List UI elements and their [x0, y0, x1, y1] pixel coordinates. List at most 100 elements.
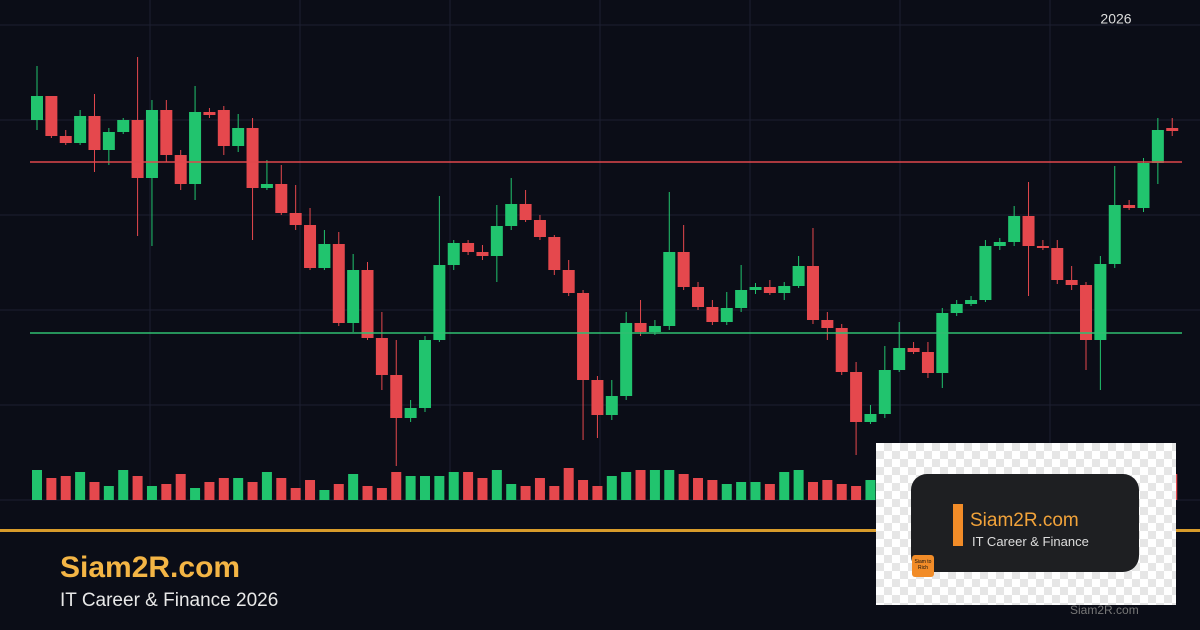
candle-body	[418, 340, 431, 408]
candle-body	[1008, 216, 1021, 242]
candle-body	[1036, 246, 1049, 248]
volume-bar	[764, 484, 775, 500]
volume-bar	[865, 480, 876, 500]
volume-bar	[333, 484, 344, 500]
volume-bar	[592, 486, 603, 500]
candle-body	[289, 213, 302, 225]
candle-body	[893, 348, 906, 370]
candle-body	[361, 270, 374, 338]
volume-bar	[491, 470, 502, 500]
candle-body	[792, 266, 805, 286]
volume-bar	[822, 480, 833, 500]
volume-bar	[290, 488, 301, 500]
volume-bar	[233, 478, 244, 500]
volume-bar	[793, 470, 804, 500]
candle-body	[1022, 216, 1035, 246]
badge-card: Siam2R.com IT Career & Finance Siam to R…	[911, 474, 1139, 577]
candle-body	[160, 110, 173, 155]
candle-body	[332, 244, 345, 323]
volume-bar	[405, 476, 416, 500]
candle-body	[318, 244, 331, 268]
candle-body	[1166, 128, 1179, 131]
candle-body	[749, 287, 762, 290]
candle-body	[965, 300, 978, 304]
candle-body	[1151, 130, 1164, 163]
candle-body	[605, 396, 618, 415]
volume-bar	[103, 486, 114, 500]
volume-bar	[851, 486, 862, 500]
volume-bar	[391, 472, 402, 500]
candle-body	[1051, 248, 1064, 280]
volume-bar	[132, 476, 143, 500]
candle-body	[692, 287, 705, 307]
candle-body	[835, 328, 848, 372]
volume-bar	[60, 476, 71, 500]
watermark: Siam2R.com	[1070, 603, 1139, 617]
volume-bar	[534, 478, 545, 500]
candle-body	[519, 204, 532, 220]
candle-body	[1065, 280, 1078, 285]
candle-body	[634, 323, 647, 332]
volume-bar	[434, 476, 445, 500]
candle-body	[878, 370, 891, 414]
candle-body	[490, 226, 503, 256]
volume-bar	[419, 476, 430, 500]
volume-bar	[707, 480, 718, 500]
candle-body	[1094, 264, 1107, 340]
badge: Siam2R.com IT Career & Finance Siam to R…	[876, 443, 1176, 605]
annotation: 2026	[1100, 11, 1131, 27]
candle-body	[217, 110, 230, 146]
candle-body	[275, 184, 288, 213]
candle-body	[505, 204, 518, 226]
candle-body	[45, 96, 58, 136]
candle-body	[993, 242, 1006, 246]
volume-bar	[247, 482, 258, 500]
badge-brand: Siam2R.com	[970, 510, 1079, 531]
volume-bar	[276, 478, 287, 500]
candle-body	[950, 304, 963, 313]
candle-body	[1108, 205, 1121, 264]
candle-body	[533, 220, 546, 237]
volume-bar	[448, 472, 459, 500]
badge-icon: Siam to Rich	[912, 555, 934, 577]
volume-bar	[520, 486, 531, 500]
candle-body	[304, 225, 317, 268]
candle-body	[131, 120, 144, 178]
candle-body	[189, 112, 202, 184]
volume-bar	[75, 472, 86, 500]
candle-body	[59, 136, 72, 143]
candle-body	[232, 128, 245, 146]
candle-body	[375, 338, 388, 375]
volume-bar	[635, 470, 646, 500]
volume-bar	[46, 478, 57, 500]
candle-body	[476, 252, 489, 256]
candle-body	[706, 307, 719, 322]
candle-body	[864, 414, 877, 422]
candle-body	[907, 348, 920, 352]
volume-bar	[161, 484, 172, 500]
volume-bar	[348, 474, 359, 500]
candle-body	[433, 265, 446, 340]
candle-body	[979, 246, 992, 300]
candle-body	[778, 286, 791, 293]
candle-body	[74, 116, 87, 143]
candle-body	[102, 132, 115, 150]
candle-body	[31, 96, 43, 120]
volume-bar	[175, 474, 186, 500]
volume-bar	[807, 482, 818, 500]
volume-bar	[376, 488, 387, 500]
volume-bar	[362, 486, 373, 500]
candle-body	[620, 323, 633, 396]
volume-bar	[621, 472, 632, 500]
footer-brand: Siam2R.com	[60, 551, 241, 584]
candle-body	[577, 293, 590, 380]
volume-bar	[750, 482, 761, 500]
volume-bar	[721, 484, 732, 500]
candle-body	[117, 120, 130, 132]
candle-body	[1137, 163, 1150, 208]
volume-bar	[693, 478, 704, 500]
badge-bar	[953, 504, 963, 546]
candle-body	[921, 352, 934, 373]
volume-bar	[190, 488, 201, 500]
